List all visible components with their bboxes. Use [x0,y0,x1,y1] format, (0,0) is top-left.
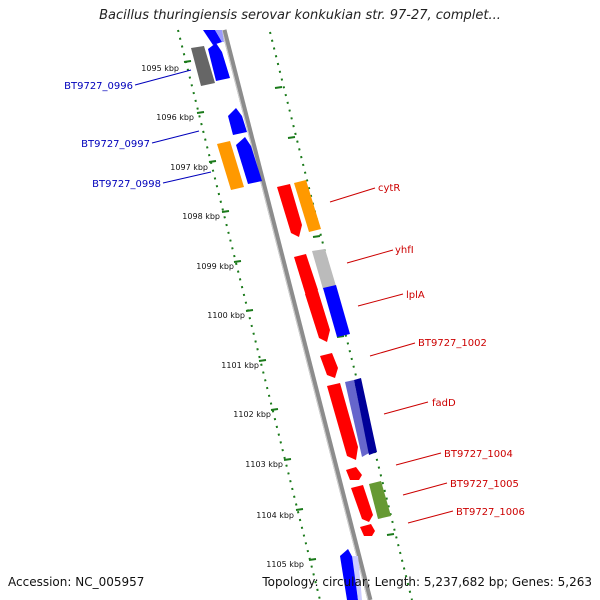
gene-bt9727-1002-red[interactable] [320,353,338,378]
gene-label-bt9727-1005: BT9727_1005 [450,479,519,490]
gene-label-bt9727-0998: BT9727_0998 [92,179,161,190]
gene-bt9727-1005-red[interactable] [351,485,373,522]
left-leader-lines [134,69,212,184]
gene-cytR-orange[interactable] [294,180,321,232]
map-title: Bacillus thuringiensis serovar konkukian… [99,8,501,23]
kbp-label: 1103 kbp [245,460,283,469]
genome-backbone [221,29,373,600]
gene-top-lightblue[interactable] [215,30,224,42]
genome-backbone-highlight [221,29,369,600]
gene-label-cytR: cytR [378,183,400,194]
kbp-label: 1104 kbp [256,511,294,520]
gene-cytR-red[interactable] [277,184,302,237]
gene-lplA-blue[interactable] [323,285,350,337]
inner-tick-track [269,31,413,600]
kbp-labels: 1095 kbp 1096 kbp 1097 kbp 1098 kbp 1099… [141,64,304,569]
gene-label-bt9727-1002: BT9727_1002 [418,338,487,349]
gene-bt9727-0998-blue[interactable] [236,137,262,184]
gene-label-yhfI: yhfI [395,245,414,256]
gene-bt9727-1004-red[interactable] [346,467,362,480]
gene-lplA-red[interactable] [305,291,330,342]
right-leader-lines [329,187,454,524]
gene-yhfI-red[interactable] [294,254,318,300]
gene-bt9727-0996-blue[interactable] [208,43,230,81]
gene-label-lplA: lplA [406,290,425,301]
gene-fadD-slateblue[interactable] [345,380,369,457]
kbp-label: 1100 kbp [207,311,245,320]
kbp-label: 1097 kbp [170,163,208,172]
kbp-label: 1102 kbp [233,410,271,419]
gene-bottom-lightblue[interactable] [352,556,362,600]
kbp-label: 1105 kbp [266,560,304,569]
forward-gene-labels[interactable]: BT9727_0996 BT9727_0997 BT9727_0998 [64,81,161,190]
kbp-label: 1096 kbp [156,113,194,122]
gene-label-fadD: fadD [432,398,456,409]
gene-bt9727-1006-red[interactable] [360,524,375,536]
gene-yhfI-lightgray[interactable] [312,249,336,289]
kbp-label: 1101 kbp [221,361,259,370]
topology-text: Topology: circular; Length: 5,237,682 bp… [262,575,592,589]
kbp-label: 1098 kbp [182,212,220,221]
outer-major-ticks [183,60,317,561]
outer-tick-track [177,29,321,600]
gene-bt9727-0998-orange[interactable] [217,141,244,190]
gene-bt9727-1005-olive[interactable] [369,481,391,519]
accession-text: Accession: NC_005957 [8,575,145,589]
kbp-label: 1095 kbp [141,64,179,73]
gene-label-bt9727-0997: BT9727_0997 [81,139,150,150]
gene-label-bt9727-1004: BT9727_1004 [444,449,513,460]
gene-fadD-red[interactable] [327,383,358,460]
gene-top-blue[interactable] [203,30,222,45]
reverse-gene-labels[interactable]: cytR yhfI lplA BT9727_1002 fadD BT9727_1… [378,183,525,518]
gene-bt9727-0997-blue[interactable] [228,108,247,135]
gene-label-bt9727-0996: BT9727_0996 [64,81,133,92]
kbp-label: 1099 kbp [196,262,234,271]
gene-bt9727-0996-gray[interactable] [191,46,215,86]
gene-label-bt9727-1006: BT9727_1006 [456,507,525,518]
gene-fadD-navy[interactable] [354,378,377,455]
